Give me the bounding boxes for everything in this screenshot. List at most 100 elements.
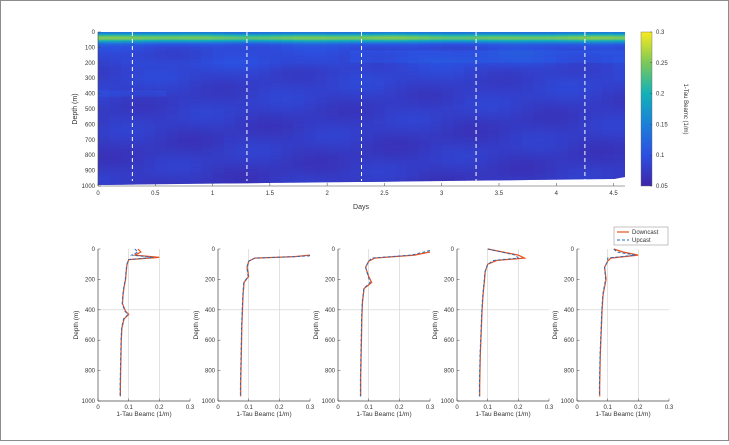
heatmap-cell [98, 109, 111, 112]
heatmap-cell [258, 145, 271, 149]
heatmap-cell [246, 90, 259, 93]
heatmap-cell [235, 127, 248, 130]
heatmap-cell [544, 96, 557, 99]
heatmap-cell [338, 150, 351, 153]
heatmap-cell [315, 115, 328, 118]
heatmap-cell [120, 56, 133, 59]
heatmap-cell [372, 133, 386, 136]
heatmap-cell [224, 167, 237, 170]
heatmap-cell [544, 90, 557, 93]
heatmap-cell [487, 61, 500, 64]
heatmap-cell [521, 42, 534, 45]
heatmap-cell [487, 155, 500, 158]
heatmap-cell [212, 124, 225, 127]
heatmap-cell [613, 164, 625, 167]
heatmap-cell [189, 61, 202, 64]
heatmap-cell [430, 159, 443, 162]
heatmap-cell [567, 127, 580, 130]
heatmap-cell [98, 93, 111, 96]
heatmap-cell [166, 41, 179, 44]
heatmap-cell [246, 138, 259, 141]
heatmap-cell [476, 39, 489, 42]
heatmap-cell [98, 156, 111, 159]
heatmap-cell [613, 109, 625, 112]
heatmap-cell [453, 135, 466, 138]
heatmap-cell [407, 152, 420, 155]
heatmap-cell [258, 75, 271, 78]
heatmap-cell [235, 112, 248, 115]
heatmap-cell [155, 119, 168, 122]
heatmap-cell [498, 96, 512, 99]
heatmap-cell [613, 105, 625, 109]
heatmap-cell [498, 169, 512, 172]
heatmap-cell [201, 112, 214, 115]
heatmap-cell [372, 149, 386, 152]
heatmap-cell [235, 81, 248, 84]
heatmap-cell [281, 167, 294, 170]
heatmap-cell [395, 164, 408, 167]
heatmap-cell [453, 76, 466, 79]
heatmap-cell [281, 125, 294, 129]
heatmap-cell [315, 75, 328, 78]
heatmap-cell [98, 173, 111, 176]
heatmap-cell [212, 104, 225, 107]
heatmap-cell [304, 62, 317, 65]
heatmap-cell [189, 105, 202, 109]
heatmap-cell [304, 50, 317, 53]
heatmap-cell [602, 147, 615, 150]
heatmap-cell [441, 36, 454, 39]
heatmap-cell [292, 169, 305, 172]
heatmap-cell [372, 48, 386, 52]
heatmap-cell [189, 170, 202, 173]
heatmap-cell [189, 142, 202, 146]
heatmap-cell [579, 93, 592, 96]
heatmap-cell [418, 159, 431, 162]
heatmap-cell [350, 119, 363, 122]
heatmap-cell [556, 62, 569, 65]
heatmap-cell [556, 79, 569, 82]
heatmap-cell [498, 102, 512, 105]
heatmap-cell [109, 150, 122, 153]
heatmap-cell [395, 105, 408, 109]
heatmap-cell [510, 96, 523, 99]
heatmap-cell [201, 181, 214, 184]
heatmap-cell [533, 145, 546, 149]
heatmap-cell [120, 39, 133, 42]
heatmap-cell [224, 135, 237, 138]
heatmap-cell [350, 159, 363, 162]
heatmap-cell [407, 85, 420, 89]
heatmap-cell [109, 58, 122, 61]
heatmap-cell [109, 127, 122, 130]
heatmap-cell [109, 135, 122, 138]
heatmap-cell [361, 48, 374, 52]
heatmap-cell [327, 156, 340, 159]
heatmap-cell [533, 149, 546, 152]
heatmap-x-tick-label: 3 [440, 191, 444, 197]
heatmap-cell [476, 59, 489, 62]
heatmap-cell [258, 107, 271, 110]
heatmap-cell [201, 124, 214, 127]
heatmap-cell [166, 64, 179, 67]
heatmap-cell [109, 102, 122, 105]
heatmap-cell [338, 56, 351, 59]
heatmap-cell [224, 96, 237, 99]
heatmap-cell [109, 155, 122, 158]
heatmap-cell [361, 65, 374, 69]
heatmap-cell [315, 139, 328, 142]
heatmap-cell [315, 170, 328, 173]
heatmap-cell [521, 138, 534, 141]
heatmap-cell [372, 179, 386, 182]
heatmap-cell [544, 152, 557, 155]
heatmap-y-tick-label: 0 [92, 30, 96, 36]
heatmap-cell [98, 159, 111, 162]
heatmap-cell [418, 62, 431, 65]
heatmap-cell [556, 112, 569, 115]
heatmap-cell [418, 56, 431, 59]
heatmap-cell [533, 85, 546, 89]
heatmap-cell [567, 181, 580, 184]
heatmap-cell [476, 141, 489, 144]
heatmap-cell [556, 36, 569, 39]
heatmap-cell [350, 182, 363, 185]
heatmap-cell [132, 109, 145, 112]
heatmap-cell [201, 127, 214, 130]
